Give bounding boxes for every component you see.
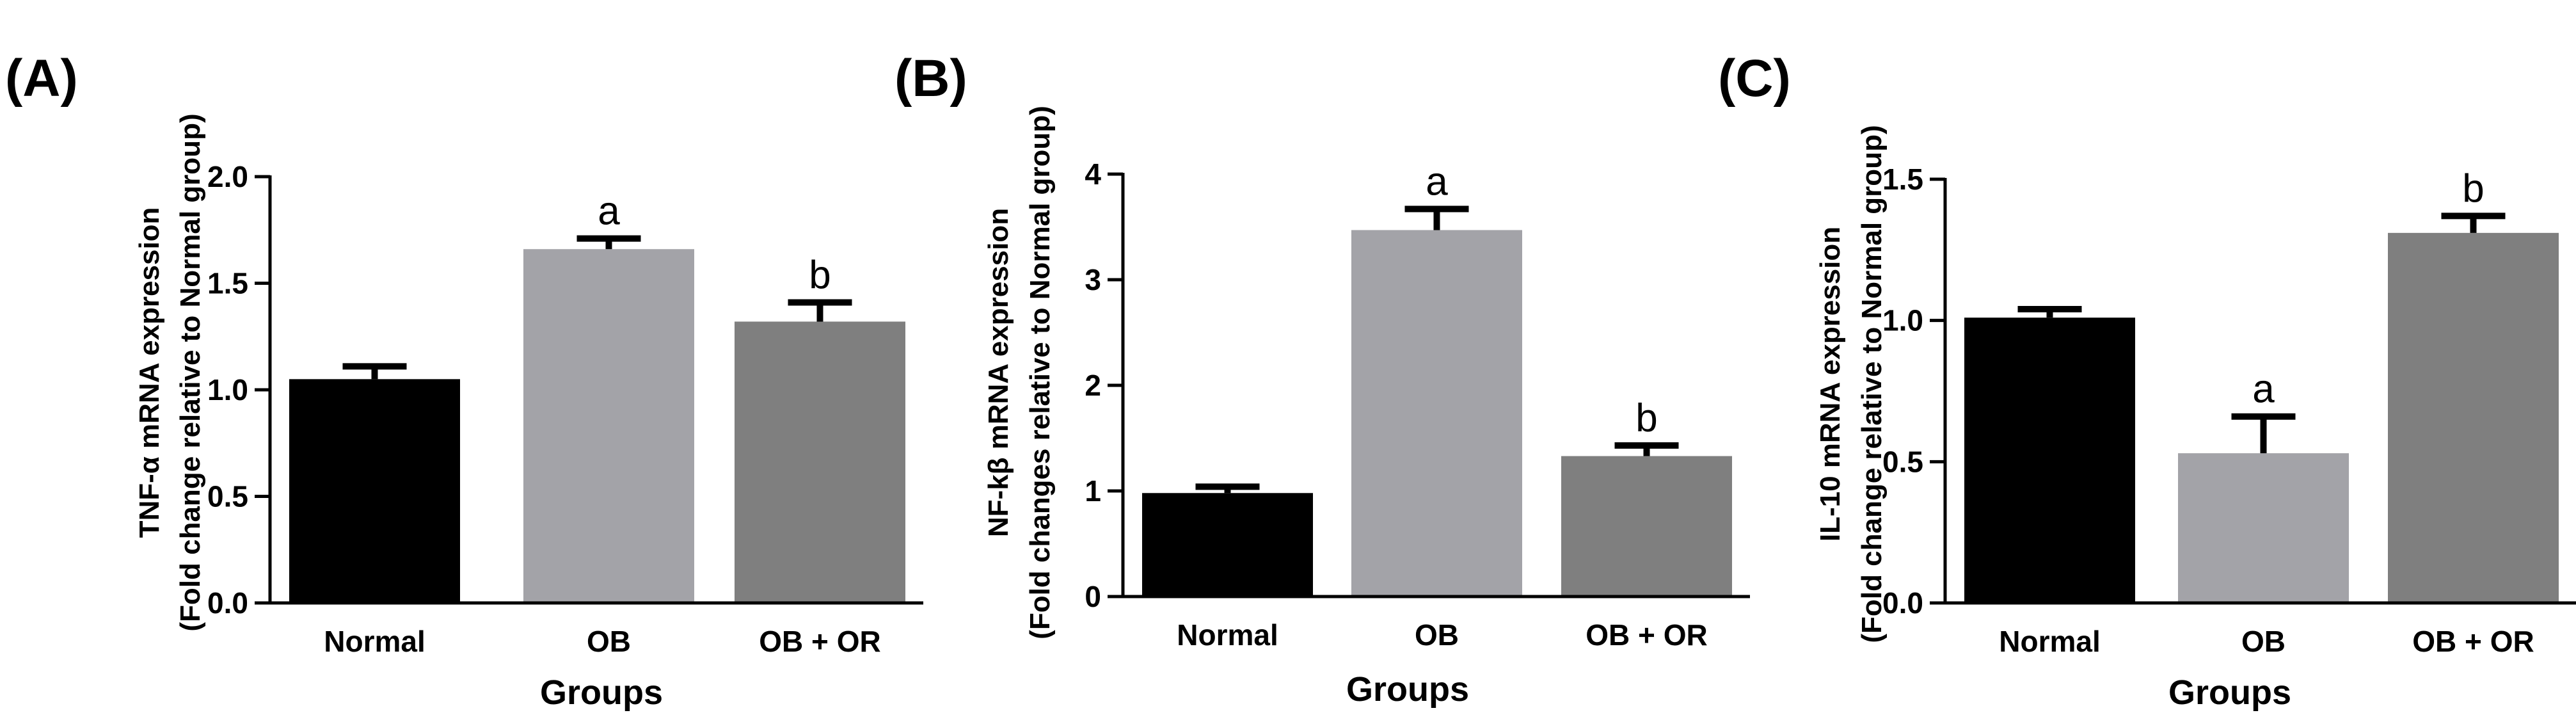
panel-c-category-label-0: Normal	[1999, 625, 2100, 658]
panel-a: (A) TNF-α mRNA expression (Fold change r…	[5, 49, 923, 712]
panel-b-ytick-label-1: 1	[1085, 474, 1101, 508]
panel-c-ytick-label-2: 1.0	[1882, 304, 1923, 337]
panel-c-ylabel-line1: IL-10 mRNA expression	[1815, 227, 1846, 542]
panel-b-ylabel-line1: NF-kβ mRNA expression	[983, 208, 1014, 537]
panel-c-category-label-1: OB	[2241, 625, 2286, 658]
panel-c-bar-1	[2178, 453, 2349, 603]
panel-c-plot: Normal a OB b OB + OR 0.0 0.5 1.0 1.5	[1882, 163, 2576, 658]
panel-c-ytick-label-0: 0.0	[1882, 586, 1923, 620]
panel-b-category-label-0: Normal	[1177, 618, 1278, 652]
panel-a-ytick-label-1: 0.5	[207, 480, 248, 513]
panel-b-ytick-label-3: 3	[1085, 263, 1101, 296]
panel-a-ytick-label-2: 1.0	[207, 373, 248, 406]
panel-b-ytick-label-0: 0	[1085, 580, 1101, 613]
panel-a-category-label-2: OB + OR	[759, 625, 880, 658]
panel-b-ylabel-line2: (Fold changes relative to Normal group)	[1024, 106, 1056, 639]
panel-c-ytick-label-1: 0.5	[1882, 445, 1923, 478]
panel-b-significance-1: a	[1426, 159, 1448, 204]
panel-a-ytick-label-4: 2.0	[207, 160, 248, 193]
panel-c-bar-0	[1964, 317, 2135, 603]
panel-a-significance-2: b	[809, 253, 831, 297]
panel-c-category-label-2: OB + OR	[2412, 625, 2534, 658]
panel-b-plot: Normal a OB b OB + OR 0 1 2 3 4	[1085, 157, 1750, 652]
panel-c-label: (C)	[1718, 49, 1791, 108]
panel-b-bar-2	[1561, 456, 1732, 597]
panel-b: (B) NF-kβ mRNA expression (Fold changes …	[894, 49, 1750, 709]
panel-b-bar-0	[1142, 493, 1313, 597]
panel-a-label: (A)	[5, 49, 78, 108]
panel-c-ytick-label-3: 1.5	[1882, 163, 1923, 196]
panel-c: (C) IL-10 mRNA expression (Fold change r…	[1718, 49, 2576, 712]
panel-c-bar-2	[2388, 232, 2559, 603]
panel-b-bar-1	[1351, 230, 1522, 597]
panel-b-ytick-label-2: 2	[1085, 369, 1101, 402]
panel-a-ylabel-line1: TNF-α mRNA expression	[134, 207, 165, 538]
panel-a-category-label-1: OB	[587, 625, 631, 658]
panel-c-ylabel-line2: (Fold change relative to Normal group)	[1856, 125, 1888, 643]
panel-a-plot: Normal a OB b OB + OR 0.0 0.5 1.0 1.5 2.0	[207, 160, 923, 658]
panel-a-bar-1	[523, 249, 694, 604]
panel-a-bar-0	[289, 379, 460, 603]
panel-a-significance-1: a	[598, 189, 620, 234]
panel-a-xlabel: Groups	[540, 673, 663, 712]
panel-c-xlabel: Groups	[2168, 673, 2291, 712]
panel-b-significance-2: b	[1635, 396, 1657, 440]
panel-c-significance-2: b	[2462, 166, 2484, 211]
panel-b-category-label-1: OB	[1415, 618, 1459, 652]
panel-a-ytick-label-0: 0.0	[207, 586, 248, 620]
panel-a-category-label-0: Normal	[324, 625, 425, 658]
panel-b-ytick-label-4: 4	[1085, 157, 1101, 191]
panel-a-ylabel-line2: (Fold change relative to Normal group)	[175, 113, 206, 631]
panel-b-category-label-2: OB + OR	[1586, 618, 1707, 652]
panel-a-ytick-label-3: 1.5	[207, 267, 248, 300]
panel-c-significance-1: a	[2252, 367, 2275, 412]
panel-b-xlabel: Groups	[1346, 670, 1469, 709]
panel-b-label: (B)	[894, 49, 967, 108]
panel-a-bar-2	[735, 321, 905, 603]
